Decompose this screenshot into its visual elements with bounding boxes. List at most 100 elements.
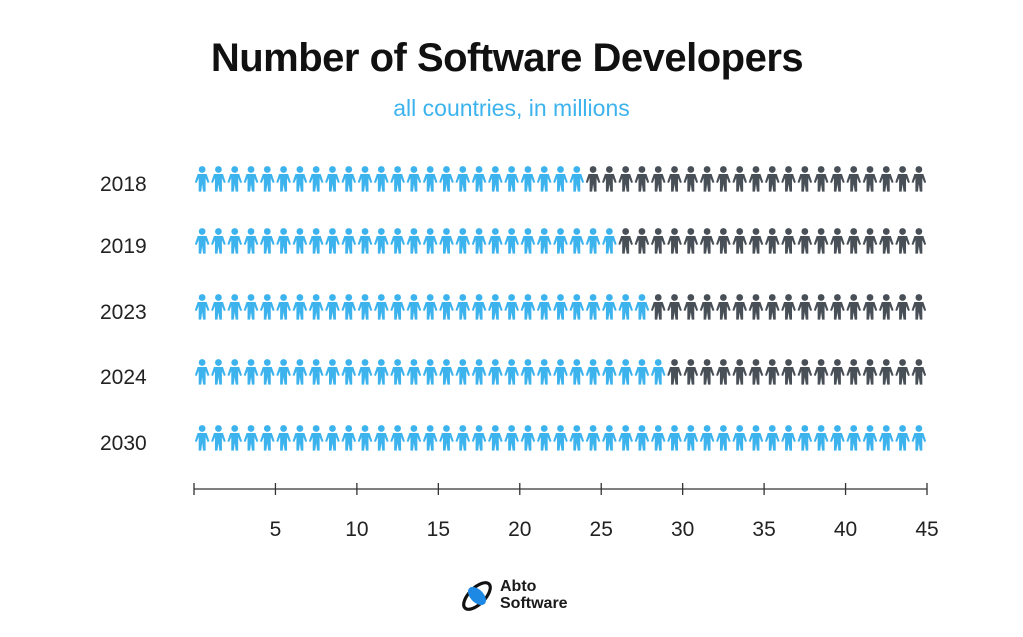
person-icon (390, 228, 405, 254)
person-icon (194, 166, 210, 192)
person-icon (830, 166, 845, 192)
person-icon (618, 359, 633, 385)
brand-name-line1: Abto (500, 578, 537, 595)
person-icon (292, 294, 308, 320)
person-icon (488, 166, 503, 192)
person-icon (667, 166, 682, 192)
abto-logo-icon (462, 581, 492, 611)
person-icon (748, 425, 764, 451)
person-icon (390, 294, 405, 320)
person-icon (683, 294, 699, 320)
person-icon (308, 294, 324, 320)
person-icon (764, 294, 780, 320)
person-icon (325, 425, 340, 451)
person-icon (650, 425, 666, 451)
person-icon (797, 425, 813, 451)
person-icon (194, 359, 210, 385)
person-icon (357, 359, 373, 385)
x-tick-label-25: 25 (590, 518, 613, 541)
person-icon (911, 228, 927, 254)
person-icon (553, 294, 568, 320)
person-icon (585, 425, 601, 451)
person-icon (732, 166, 747, 192)
person-icon (259, 294, 275, 320)
person-icon (602, 228, 617, 254)
person-icon (439, 425, 454, 451)
person-icon (536, 228, 552, 254)
person-icon (748, 228, 764, 254)
person-icon (439, 166, 454, 192)
person-icon (536, 425, 552, 451)
person-icon (683, 228, 699, 254)
person-icon (585, 294, 601, 320)
person-icon (227, 228, 243, 254)
person-icon (227, 166, 243, 192)
person-icon (227, 425, 243, 451)
person-icon (895, 359, 910, 385)
person-icon (862, 294, 878, 320)
person-icon (243, 425, 259, 451)
person-icon (488, 228, 503, 254)
person-icon (439, 359, 454, 385)
person-icon (488, 359, 503, 385)
person-icon (520, 228, 536, 254)
person-icon (488, 425, 503, 451)
person-icon (390, 166, 405, 192)
row-label-2030: 2030 (100, 432, 147, 455)
person-icon (895, 228, 910, 254)
person-icon (699, 166, 715, 192)
person-icon (374, 228, 389, 254)
person-icon (650, 166, 666, 192)
person-icon (911, 425, 927, 451)
person-icon (325, 294, 340, 320)
person-icon (634, 359, 650, 385)
person-icon (813, 166, 829, 192)
pictogram-chart: 2018 2019 2023 2024 2030 5 10 15 20 25 30 35 40 45 (100, 166, 939, 541)
person-icon (716, 166, 731, 192)
person-icon (732, 425, 747, 451)
person-icon (911, 359, 927, 385)
person-icon (471, 228, 487, 254)
person-icon (764, 166, 780, 192)
person-icon (716, 425, 731, 451)
person-icon (862, 425, 878, 451)
person-icon (553, 359, 568, 385)
x-tick-label-20: 20 (508, 518, 531, 541)
person-icon (422, 228, 438, 254)
x-tick-label-15: 15 (427, 518, 450, 541)
person-icon (781, 228, 796, 254)
person-icon (471, 294, 487, 320)
brand-logo: Abto Software (458, 577, 598, 617)
person-icon (585, 166, 601, 192)
person-icon (699, 425, 715, 451)
person-icon (732, 359, 747, 385)
person-icon (846, 425, 862, 451)
person-icon (536, 294, 552, 320)
person-icon (374, 425, 389, 451)
person-icon (602, 294, 617, 320)
row-label-2018: 2018 (100, 173, 147, 196)
person-icon (422, 166, 438, 192)
person-icon (211, 228, 226, 254)
person-icon (292, 425, 308, 451)
person-icon (650, 359, 666, 385)
person-icon (422, 425, 438, 451)
person-icon (276, 228, 291, 254)
person-icon (341, 228, 357, 254)
person-icon (878, 228, 894, 254)
person-icon (455, 294, 471, 320)
person-icon (308, 359, 324, 385)
x-tick-label-35: 35 (752, 518, 775, 541)
chart-subtitle: all countries, in millions (393, 95, 630, 121)
person-icon (357, 425, 373, 451)
person-icon (374, 359, 389, 385)
person-icon (553, 425, 568, 451)
person-icon (341, 166, 357, 192)
person-icon (878, 359, 894, 385)
person-icon (602, 359, 617, 385)
person-icon (862, 359, 878, 385)
person-icon (781, 359, 796, 385)
person-icon (504, 294, 519, 320)
person-icon (553, 228, 568, 254)
person-icon (862, 228, 878, 254)
